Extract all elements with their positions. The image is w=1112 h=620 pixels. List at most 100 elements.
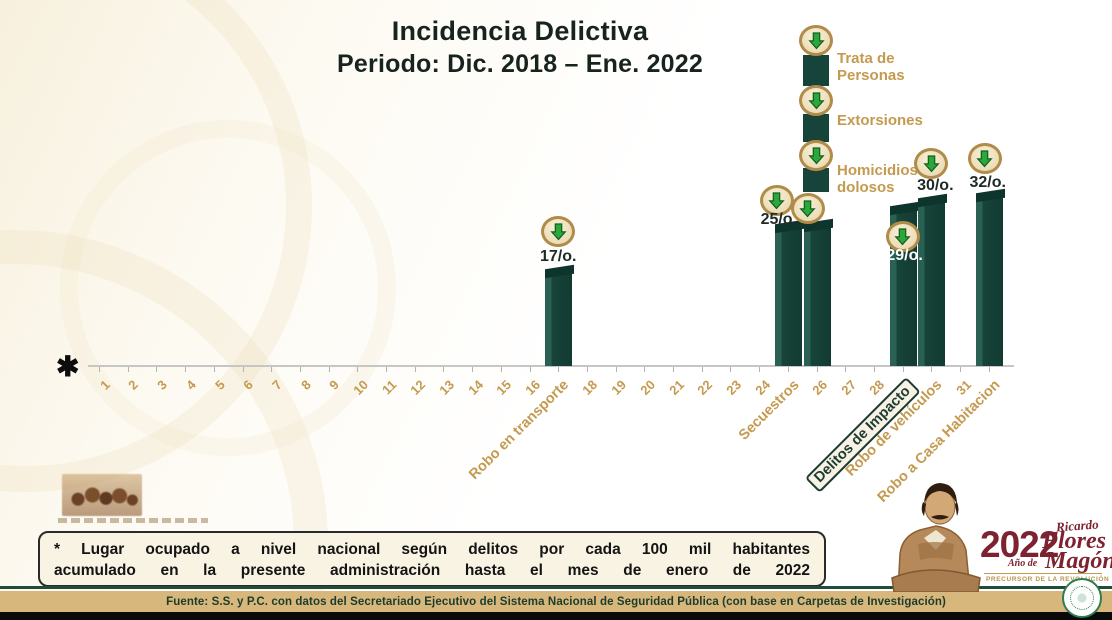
bottom-green-rule (0, 586, 1112, 589)
legend-label-line: Trata de (837, 50, 895, 67)
rank-down-badge (541, 216, 576, 247)
axis-tick (730, 367, 732, 372)
axis-tick (960, 367, 961, 372)
axis-tick-number: 13 (436, 377, 457, 398)
axis-tick-number: 28 (866, 377, 888, 398)
legend-swatch-trata (803, 55, 829, 86)
legend-label-line: Homicidios (837, 162, 918, 179)
flores-magon-logo: 2022 Año de Ricardo Flores Magón PRECURS… (880, 478, 1112, 618)
page-title: Incidencia Delictiva Periodo: Dic. 2018 … (260, 16, 780, 79)
down-arrow-icon (807, 147, 825, 165)
historical-photo (62, 474, 142, 516)
ricardo-flores-magon-portrait (891, 483, 981, 592)
bar (918, 202, 946, 366)
axis-tick (902, 367, 904, 372)
source-text: Fuente: S.S. y P.C. con datos del Secret… (166, 595, 946, 608)
axis-tick-number: 8 (297, 377, 314, 393)
legend-down-badge (799, 85, 833, 116)
axis-tick (357, 367, 359, 372)
axis-tick-number: 12 (407, 377, 429, 398)
bar-rank-label: 32/o. (969, 174, 1006, 191)
legend-down-badge (799, 25, 833, 56)
axis-tick (873, 367, 875, 372)
axis-tick-number: 1 (96, 377, 113, 393)
axis-tick (242, 367, 244, 372)
rank-down-badge (759, 185, 794, 216)
legend-label-extorsiones: Extorsiones (837, 112, 923, 129)
axis-tick-number: 18 (579, 377, 601, 398)
legend-label-line: Extorsiones (837, 112, 923, 129)
axis-tick (271, 367, 273, 372)
logo-name-flores: Flores (1042, 528, 1107, 554)
rank-down-badge (967, 143, 1002, 174)
down-arrow-icon (923, 155, 940, 173)
down-arrow-icon (550, 223, 567, 241)
legend-down-badge (799, 140, 833, 171)
bar-rank-label: 30/o. (917, 177, 954, 194)
axis-tick-number: 11 (379, 377, 400, 398)
axis-tick (328, 367, 330, 372)
down-arrow-icon (799, 200, 816, 218)
rank-down-badge (790, 193, 825, 224)
axis-tick (701, 367, 703, 372)
logo-year-sub: Año de (1008, 558, 1038, 569)
axis-tick-number: 14 (464, 377, 486, 398)
footnote-line2: acumulado en la presente administración … (54, 562, 810, 579)
axis-tick-number: 3 (154, 377, 170, 393)
axis-tick-number: 24 (751, 377, 773, 398)
down-arrow-icon (807, 32, 825, 50)
axis-tick (845, 367, 847, 372)
axis-tick-number: 23 (723, 377, 744, 398)
axis-tick (816, 367, 818, 372)
axis-tick (213, 367, 215, 372)
axis-tick (644, 367, 646, 372)
axis-tick (472, 367, 474, 372)
x-axis-line (88, 365, 1014, 367)
axis-tick (759, 367, 761, 372)
axis-tick-number: 22 (694, 377, 716, 398)
chart-title: Incidencia Delictiva (391, 16, 649, 46)
logo-year: 2022 (980, 524, 1059, 565)
source-bar: Fuente: S.S. y P.C. con datos del Secret… (0, 591, 1112, 612)
bar (803, 227, 831, 366)
down-arrow-icon (807, 92, 825, 110)
down-arrow-icon (894, 228, 911, 246)
axis-tick (127, 367, 129, 372)
axis-tick (99, 367, 100, 372)
bar-rank-label: 17/o. (539, 248, 577, 265)
axis-tick-number: 15 (493, 377, 515, 398)
axis-tick (586, 367, 588, 372)
axis-tick (386, 367, 387, 372)
axis-tick-number: 5 (211, 377, 228, 393)
logo-divider (984, 573, 1102, 574)
axis-tick (299, 367, 301, 372)
bar (774, 228, 802, 366)
axis-note-asterisk: ✱ (56, 351, 80, 382)
axis-tick (414, 367, 416, 372)
down-arrow-icon (768, 192, 785, 210)
axis-tick (787, 367, 789, 372)
axis-tick-number: 26 (809, 377, 831, 398)
bar (975, 197, 1003, 366)
legend-swatch-extorsiones (803, 114, 829, 142)
rank-down-badge (914, 148, 949, 179)
axis-tick-number: 9 (326, 377, 343, 393)
legend-label-line: Personas (837, 67, 905, 84)
axis-tick-number: 19 (608, 377, 630, 398)
axis-tick (500, 367, 502, 372)
axis-tick (185, 367, 187, 372)
chart-subtitle: Periodo: Dic. 2018 – Ene. 2022 (337, 50, 703, 78)
axis-tick (673, 367, 674, 372)
legend-label-trata: Trata de Personas (837, 50, 905, 84)
axis-tick-number: 27 (837, 377, 859, 398)
government-seal (1062, 578, 1102, 618)
axis-tick-number: 4 (182, 377, 199, 393)
axis-tick-number: 6 (240, 377, 257, 393)
axis-tick (156, 367, 158, 372)
axis-tick (988, 367, 990, 372)
footnote-line1: * Lugar ocupado a nivel nacional según d… (54, 541, 810, 558)
axis-tick-number: 21 (665, 377, 687, 398)
down-arrow-icon (976, 150, 993, 168)
footnote-box: * Lugar ocupado a nivel nacional según d… (38, 531, 826, 587)
